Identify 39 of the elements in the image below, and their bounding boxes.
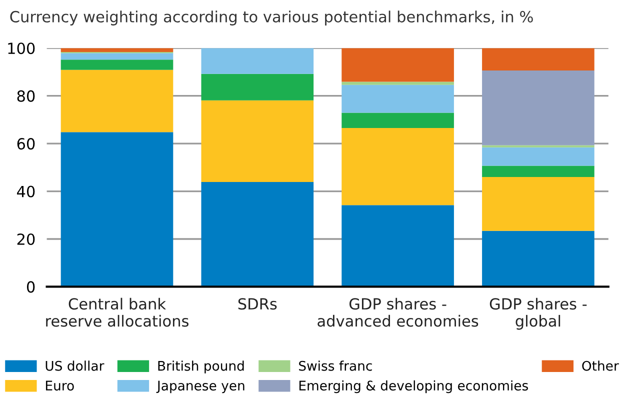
x-tick-label: SDRs [238,298,277,310]
bar [342,205,454,287]
legend-label: Emerging & developing economies [299,380,528,394]
x-tick-label: GDP shares - advanced economies [318,298,478,327]
legend-label: British pound [158,360,244,374]
bar [201,182,314,287]
bar [60,53,174,60]
y-tick-label: 60 [17,138,35,150]
bar [482,176,594,231]
bar [201,48,314,74]
y-tick-label: 20 [17,233,35,246]
bar [342,48,454,82]
bar [201,74,314,100]
y-tick-label: 40 [16,186,35,198]
bar [482,166,594,177]
x-tick-label: GDP shares - global [490,298,587,330]
bar [342,82,454,85]
bar [342,128,454,206]
legend-label: Euro [46,380,74,391]
legend-label: US dollar [46,360,104,371]
chart-title: Currency weighting according to various potential benchmarks, in % [10,10,533,26]
y-tick-label: 80 [17,90,35,102]
legend-label: Swiss franc [299,360,372,371]
bar [60,48,174,52]
bar [482,48,594,71]
bar [482,147,594,166]
x-tick-label: Central bank reserve allocations [46,298,188,327]
y-tick-label: 0 [26,281,35,293]
bar [482,70,594,146]
bar [201,100,314,182]
y-tick-label: 100 [8,42,35,54]
legend-label: Japanese yen [156,380,244,394]
bar [342,84,454,113]
bar [342,112,454,128]
bar [60,60,174,70]
bar [60,70,174,132]
bar [482,230,594,287]
bar [60,132,174,287]
legend-label: Other [582,360,619,371]
